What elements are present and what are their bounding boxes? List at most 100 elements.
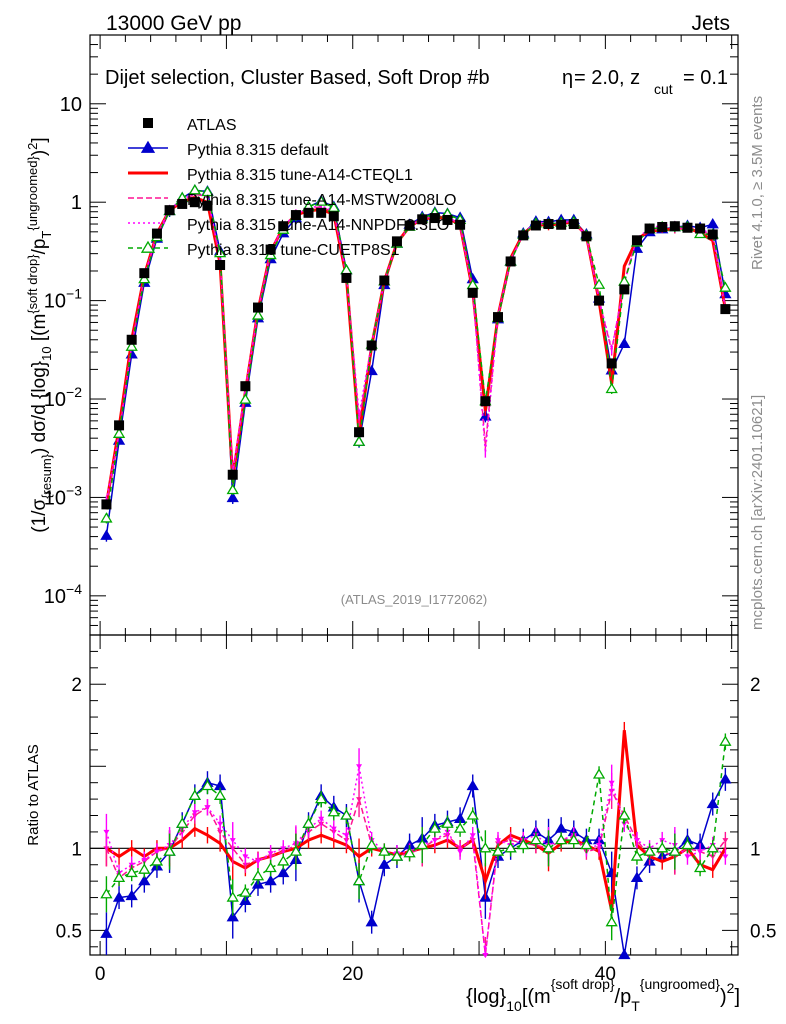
ratio-y-tick-label: 0.5 [56,921,82,942]
atlas-data-point [707,229,718,240]
ratio-point-open-triangle [150,855,164,866]
ratio-point-open-triangle [592,768,606,779]
ratio-point-marker [242,854,249,860]
ratio-point-open-triangle [719,735,732,746]
atlas-data-point [442,214,453,225]
ratio-point-open-triangle [441,817,454,828]
legend-label: Pythia 8.315 tune-A14-CTEQL1 [187,167,413,184]
atlas-data-point [189,197,200,208]
title-zcut-val: = 0.1 [683,67,728,89]
series-point-open-triangle [138,272,151,284]
ratio-point-marker [596,843,603,849]
legend-marker-open-triangle [140,240,156,253]
ratio-point-triangle [264,874,277,886]
atlas-data-point [391,236,402,247]
y-tick-label: 10−2 [44,384,82,411]
series-point-open-triangle [100,512,113,523]
ratio-point-open-triangle [693,861,707,873]
ylabel-g: /p [29,239,50,255]
ratio-point-open-triangle [112,871,126,883]
ratio-point-open-triangle [264,861,277,873]
atlas-data-point [164,205,175,216]
series-point-open-triangle [125,340,138,351]
atlas-data-point [695,223,706,234]
ratio-point-open-triangle [466,809,479,820]
series-point-open-triangle [251,309,265,320]
ratio-point-marker [431,838,438,844]
ratio-point-open-triangle [618,809,631,820]
ratio-point-open-triangle [555,833,568,845]
series-line-4 [105,192,727,501]
ratio-point-open-triangle [529,833,543,845]
ratio-point-open-triangle [163,845,176,856]
atlas-data-point [265,244,276,255]
ratio-point-open-triangle [416,838,429,850]
ratio-point-marker [280,846,287,852]
atlas-data-point [455,219,466,230]
ratio-y-tick-label-right: 0.5 [750,921,776,942]
atlas-data-point [101,499,112,510]
series-point-triangle [618,337,631,348]
atlas-data-point [278,221,289,232]
legend-label: ATLAS [187,117,237,134]
atlas-data-point [253,302,263,313]
ratio-point-open-triangle [125,866,138,878]
ratio-point-open-triangle [226,891,239,902]
ratio-point-marker [722,838,729,844]
ratio-point-open-triangle [188,789,201,800]
ylabel-b: {resum} [39,453,54,498]
series-point-open-triangle [719,281,732,292]
atlas-data-point [215,260,226,271]
title-zcut-sub: cut [654,81,673,97]
ratio-point-open-triangle [567,833,580,845]
ratio-point-open-triangle [378,845,391,856]
ratio-point-open-triangle [643,845,656,856]
ratio-point-open-triangle [277,855,290,866]
atlas-data-point [139,268,150,279]
ylabel-l: ] [29,137,50,142]
ratio-point-marker [495,838,501,844]
svg-text:(1/σ{resum}) dσ/d {log}10 [(m{: (1/σ{resum}) dσ/d {log}10 [(m{soft drop}… [25,137,54,532]
ratio-point-triangle [226,910,239,922]
atlas-data-point [682,222,693,233]
ratio-point-marker [356,797,363,803]
header-left: 13000 GeV pp [106,12,241,35]
ratio-point-open-triangle [542,842,555,853]
ratio-point-triangle [618,948,631,960]
atlas-data-point [493,312,503,323]
plot-title: Dijet selection, Cluster Based, Soft Dro… [105,67,728,97]
ratio-point-open-triangle [479,842,492,853]
atlas-data-point [568,219,579,230]
series-point-open-triangle [315,195,328,206]
ylabel-a: (1/σ [29,499,50,533]
atlas-data-point [328,211,339,222]
y-tick-label: 10−1 [44,286,82,313]
atlas-data-point [316,207,327,218]
ratio-point-open-triangle [491,845,505,856]
atlas-data-point [177,198,188,209]
atlas-data-point [202,200,213,211]
ratio-point-marker [608,780,615,786]
atlas-data-point [467,287,478,298]
ratio-point-marker [103,829,110,835]
ratio-point-open-triangle [201,779,214,791]
watermark: (ATLAS_2019_I1772062) [341,592,487,607]
ratio-y-tick-label: 2 [71,675,82,696]
ratio-point-open-triangle [340,809,353,820]
atlas-data-point [594,295,605,306]
atlas-data-point [354,427,365,438]
ratio-point-open-triangle [453,822,467,833]
ratio-point-marker [709,854,716,860]
ylabel-j: ) [29,150,50,156]
ylabel-d: 10 [39,346,54,360]
ratio-point-marker [217,829,224,835]
atlas-data-point [657,221,668,232]
ratio-point-open-triangle [428,822,441,833]
ylabel-h: T [39,231,54,239]
series-point-open-triangle [112,427,126,438]
ratio-point-marker [318,816,325,822]
ratio-point-marker [469,833,476,839]
ratio-point-open-triangle [403,846,416,858]
ratio-point-marker [697,849,704,855]
